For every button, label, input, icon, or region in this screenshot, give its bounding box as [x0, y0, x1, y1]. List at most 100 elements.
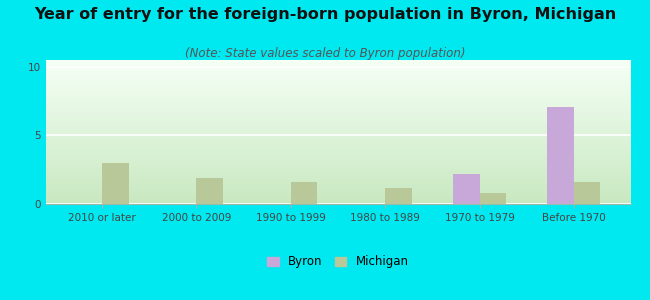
- Bar: [46, 169, 630, 170]
- Bar: [46, 66, 630, 67]
- Bar: [46, 133, 630, 134]
- Bar: [46, 145, 630, 146]
- Bar: [46, 161, 630, 162]
- Bar: [46, 91, 630, 92]
- Bar: [46, 159, 630, 160]
- Bar: [547, 106, 574, 204]
- Bar: [46, 197, 630, 198]
- Bar: [46, 176, 630, 177]
- Bar: [46, 111, 630, 112]
- Bar: [46, 94, 630, 95]
- Bar: [46, 92, 630, 93]
- Bar: [46, 177, 630, 178]
- Bar: [102, 163, 129, 204]
- Bar: [46, 180, 630, 181]
- Bar: [46, 71, 630, 72]
- Bar: [46, 114, 630, 115]
- Bar: [46, 131, 630, 132]
- Bar: [291, 182, 317, 204]
- Bar: [46, 179, 630, 180]
- Bar: [46, 126, 630, 127]
- Bar: [46, 167, 630, 168]
- Bar: [46, 124, 630, 125]
- Bar: [453, 174, 480, 204]
- Bar: [46, 103, 630, 104]
- Bar: [46, 68, 630, 69]
- Bar: [46, 138, 630, 139]
- Bar: [46, 160, 630, 161]
- Bar: [480, 193, 506, 204]
- Legend: Byron, Michigan: Byron, Michigan: [263, 250, 413, 273]
- Bar: [46, 119, 630, 120]
- Bar: [46, 85, 630, 86]
- Bar: [46, 60, 630, 61]
- Bar: [46, 185, 630, 186]
- Bar: [46, 84, 630, 85]
- Bar: [46, 182, 630, 183]
- Bar: [46, 125, 630, 126]
- Bar: [46, 132, 630, 133]
- Bar: [46, 121, 630, 122]
- Bar: [46, 152, 630, 153]
- Bar: [46, 193, 630, 194]
- Bar: [46, 109, 630, 110]
- Bar: [46, 135, 630, 136]
- Bar: [46, 153, 630, 154]
- Bar: [46, 104, 630, 105]
- Bar: [46, 77, 630, 78]
- Bar: [46, 147, 630, 148]
- Bar: [46, 87, 630, 88]
- Bar: [46, 200, 630, 201]
- Bar: [46, 201, 630, 202]
- Bar: [46, 198, 630, 199]
- Bar: [46, 202, 630, 203]
- Bar: [196, 178, 223, 204]
- Bar: [46, 127, 630, 128]
- Bar: [46, 143, 630, 144]
- Bar: [46, 189, 630, 190]
- Bar: [46, 100, 630, 101]
- Bar: [46, 107, 630, 108]
- Bar: [46, 113, 630, 114]
- Bar: [46, 86, 630, 87]
- Bar: [46, 150, 630, 151]
- Bar: [46, 106, 630, 107]
- Bar: [46, 70, 630, 71]
- Bar: [46, 149, 630, 150]
- Bar: [46, 102, 630, 103]
- Bar: [46, 76, 630, 77]
- Bar: [46, 171, 630, 172]
- Bar: [46, 96, 630, 97]
- Text: Year of entry for the foreign-born population in Byron, Michigan: Year of entry for the foreign-born popul…: [34, 8, 616, 22]
- Bar: [46, 157, 630, 158]
- Bar: [46, 97, 630, 98]
- Bar: [46, 162, 630, 163]
- Bar: [46, 78, 630, 79]
- Bar: [46, 72, 630, 73]
- Bar: [46, 164, 630, 165]
- Bar: [46, 181, 630, 182]
- Bar: [46, 128, 630, 129]
- Bar: [46, 168, 630, 169]
- Bar: [385, 188, 411, 204]
- Bar: [46, 98, 630, 99]
- Bar: [46, 95, 630, 96]
- Bar: [46, 130, 630, 131]
- Bar: [46, 146, 630, 147]
- Bar: [46, 144, 630, 145]
- Bar: [46, 105, 630, 106]
- Bar: [46, 75, 630, 76]
- Bar: [46, 158, 630, 159]
- Bar: [46, 199, 630, 200]
- Bar: [46, 63, 630, 64]
- Bar: [46, 169, 630, 170]
- Bar: [46, 108, 630, 109]
- Bar: [46, 116, 630, 117]
- Bar: [46, 165, 630, 166]
- Bar: [46, 82, 630, 83]
- Bar: [46, 151, 630, 152]
- Bar: [46, 172, 630, 173]
- Bar: [574, 182, 601, 204]
- Bar: [46, 194, 630, 195]
- Bar: [46, 139, 630, 140]
